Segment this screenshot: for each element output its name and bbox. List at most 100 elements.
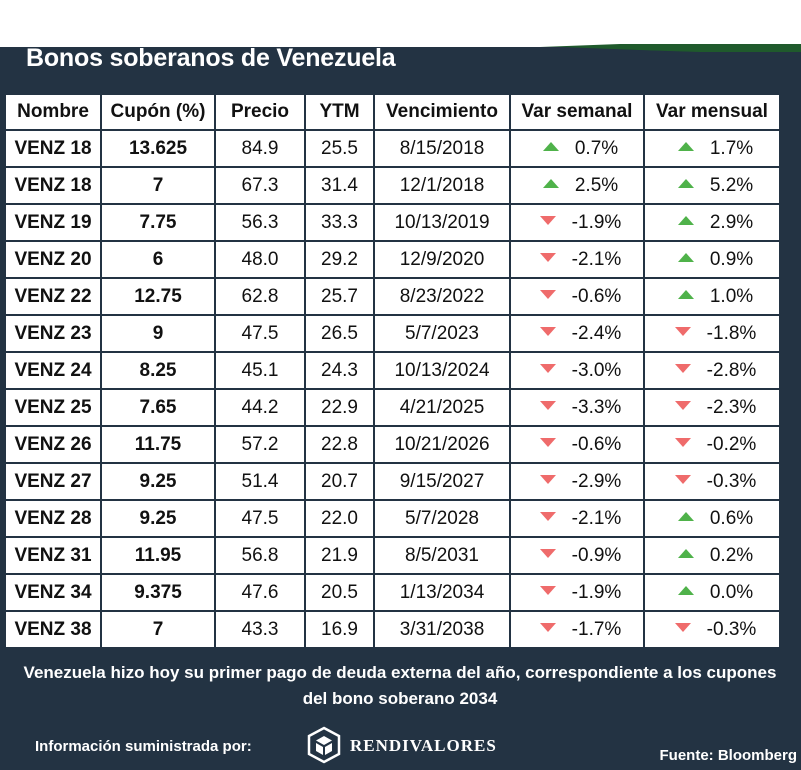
column-header-vencimiento: Vencimiento: [375, 95, 509, 129]
coupon-cell: 13.625: [102, 131, 214, 166]
weekly-change-value: -1.9%: [571, 211, 622, 233]
weekly-change-cell: -0.6%: [511, 279, 643, 314]
ytm-cell: 33.3: [306, 205, 373, 240]
weekly-change-value: -2.4%: [571, 322, 622, 344]
ytm-cell: 25.5: [306, 131, 373, 166]
coupon-cell: 11.95: [102, 538, 214, 573]
weekly-change-value: -1.9%: [571, 581, 622, 603]
bond-name: VENZ 23: [6, 316, 100, 351]
down-arrow-icon: [674, 363, 691, 373]
up-arrow-icon: [542, 141, 559, 151]
weekly-change-value: -0.6%: [571, 433, 622, 455]
weekly-change-cell: -2.1%: [511, 501, 643, 536]
monthly-change-cell: 0.6%: [645, 501, 779, 536]
monthly-change-value: -2.8%: [706, 359, 757, 381]
weekly-change-value: -3.0%: [571, 359, 622, 381]
weekly-change-cell: 2.5%: [511, 168, 643, 203]
price-cell: 56.8: [216, 538, 304, 573]
table-row: VENZ 34 9.375 47.6 20.5 1/13/2034 -1.9% 0.0%: [6, 575, 779, 610]
up-arrow-icon: [677, 585, 694, 595]
price-cell: 47.6: [216, 575, 304, 610]
weekly-change-value: 2.5%: [574, 174, 619, 196]
coupon-cell: 12.75: [102, 279, 214, 314]
weekly-change-cell: -2.9%: [511, 464, 643, 499]
bond-name: VENZ 28: [6, 501, 100, 536]
ytm-cell: 22.9: [306, 390, 373, 425]
coupon-cell: 9: [102, 316, 214, 351]
coupon-cell: 9.375: [102, 575, 214, 610]
up-arrow-icon: [677, 215, 694, 225]
up-arrow-icon: [677, 548, 694, 558]
table-row: VENZ 27 9.25 51.4 20.7 9/15/2027 -2.9% -0.3%: [6, 464, 779, 499]
maturity-cell: 10/21/2026: [375, 427, 509, 462]
bond-name: VENZ 34: [6, 575, 100, 610]
maturity-cell: 9/15/2027: [375, 464, 509, 499]
bond-name: VENZ 22: [6, 279, 100, 314]
up-arrow-icon: [677, 141, 694, 151]
down-arrow-icon: [539, 437, 556, 447]
rendivalores-logo-text: RENDIVALORES: [350, 736, 497, 755]
monthly-change-cell: 2.9%: [645, 205, 779, 240]
table-row: VENZ 18 7 67.3 31.4 12/1/2018 2.5% 5.2%: [6, 168, 779, 203]
bond-name: VENZ 25: [6, 390, 100, 425]
maturity-cell: 1/13/2034: [375, 575, 509, 610]
monthly-change-cell: 1.7%: [645, 131, 779, 166]
bond-name: VENZ 19: [6, 205, 100, 240]
weekly-change-cell: -2.1%: [511, 242, 643, 277]
table-row: VENZ 25 7.65 44.2 22.9 4/21/2025 -3.3% -2.3%: [6, 390, 779, 425]
bond-name: VENZ 27: [6, 464, 100, 499]
up-arrow-icon: [677, 178, 694, 188]
ytm-cell: 26.5: [306, 316, 373, 351]
table-row: VENZ 31 11.95 56.8 21.9 8/5/2031 -0.9% 0.2%: [6, 538, 779, 573]
price-cell: 43.3: [216, 612, 304, 647]
table-row: VENZ 24 8.25 45.1 24.3 10/13/2024 -3.0% -2.8%: [6, 353, 779, 388]
monthly-change-value: 0.0%: [709, 581, 754, 603]
maturity-cell: 5/7/2028: [375, 501, 509, 536]
weekly-change-value: -0.6%: [571, 285, 622, 307]
maturity-cell: 8/23/2022: [375, 279, 509, 314]
monthly-change-value: -2.3%: [706, 396, 757, 418]
maturity-cell: 10/13/2024: [375, 353, 509, 388]
news-note: Venezuela hizo hoy su primer pago de deu…: [23, 663, 777, 708]
maturity-cell: 10/13/2019: [375, 205, 509, 240]
ytm-cell: 29.2: [306, 242, 373, 277]
down-arrow-icon: [539, 289, 556, 299]
provided-by-label: Información suministrada por:: [35, 738, 252, 755]
weekly-change-cell: -2.4%: [511, 316, 643, 351]
monthly-change-value: -1.8%: [706, 322, 757, 344]
price-cell: 48.0: [216, 242, 304, 277]
monthly-change-cell: 0.2%: [645, 538, 779, 573]
monthly-change-value: -0.2%: [706, 433, 757, 455]
ytm-cell: 22.0: [306, 501, 373, 536]
weekly-change-value: -2.9%: [571, 470, 622, 492]
down-arrow-icon: [674, 326, 691, 336]
monthly-change-cell: -0.2%: [645, 427, 779, 462]
column-header-var-semanal: Var semanal: [511, 95, 643, 129]
down-arrow-icon: [539, 511, 556, 521]
weekly-change-value: -1.7%: [571, 618, 622, 640]
weekly-change-value: -2.1%: [571, 248, 622, 270]
weekly-change-cell: -3.3%: [511, 390, 643, 425]
maturity-cell: 8/5/2031: [375, 538, 509, 573]
price-cell: 45.1: [216, 353, 304, 388]
price-cell: 56.3: [216, 205, 304, 240]
down-arrow-icon: [539, 622, 556, 632]
source-label: Fuente: Bloomberg: [659, 747, 798, 764]
monthly-change-cell: 0.0%: [645, 575, 779, 610]
monthly-change-value: 1.0%: [709, 285, 754, 307]
monthly-change-value: 1.7%: [709, 137, 754, 159]
price-cell: 47.5: [216, 316, 304, 351]
maturity-cell: 8/15/2018: [375, 131, 509, 166]
up-arrow-icon: [542, 178, 559, 188]
monthly-change-cell: 1.0%: [645, 279, 779, 314]
bond-name: VENZ 18: [6, 168, 100, 203]
table-row: VENZ 38 7 43.3 16.9 3/31/2038 -1.7% -0.3%: [6, 612, 779, 647]
monthly-change-value: -0.3%: [706, 618, 757, 640]
monthly-change-value: 5.2%: [709, 174, 754, 196]
weekly-change-cell: -3.0%: [511, 353, 643, 388]
table-row: VENZ 20 6 48.0 29.2 12/9/2020 -2.1% 0.9%: [6, 242, 779, 277]
weekly-change-value: -3.3%: [571, 396, 622, 418]
ytm-cell: 22.8: [306, 427, 373, 462]
down-arrow-icon: [539, 548, 556, 558]
coupon-cell: 11.75: [102, 427, 214, 462]
